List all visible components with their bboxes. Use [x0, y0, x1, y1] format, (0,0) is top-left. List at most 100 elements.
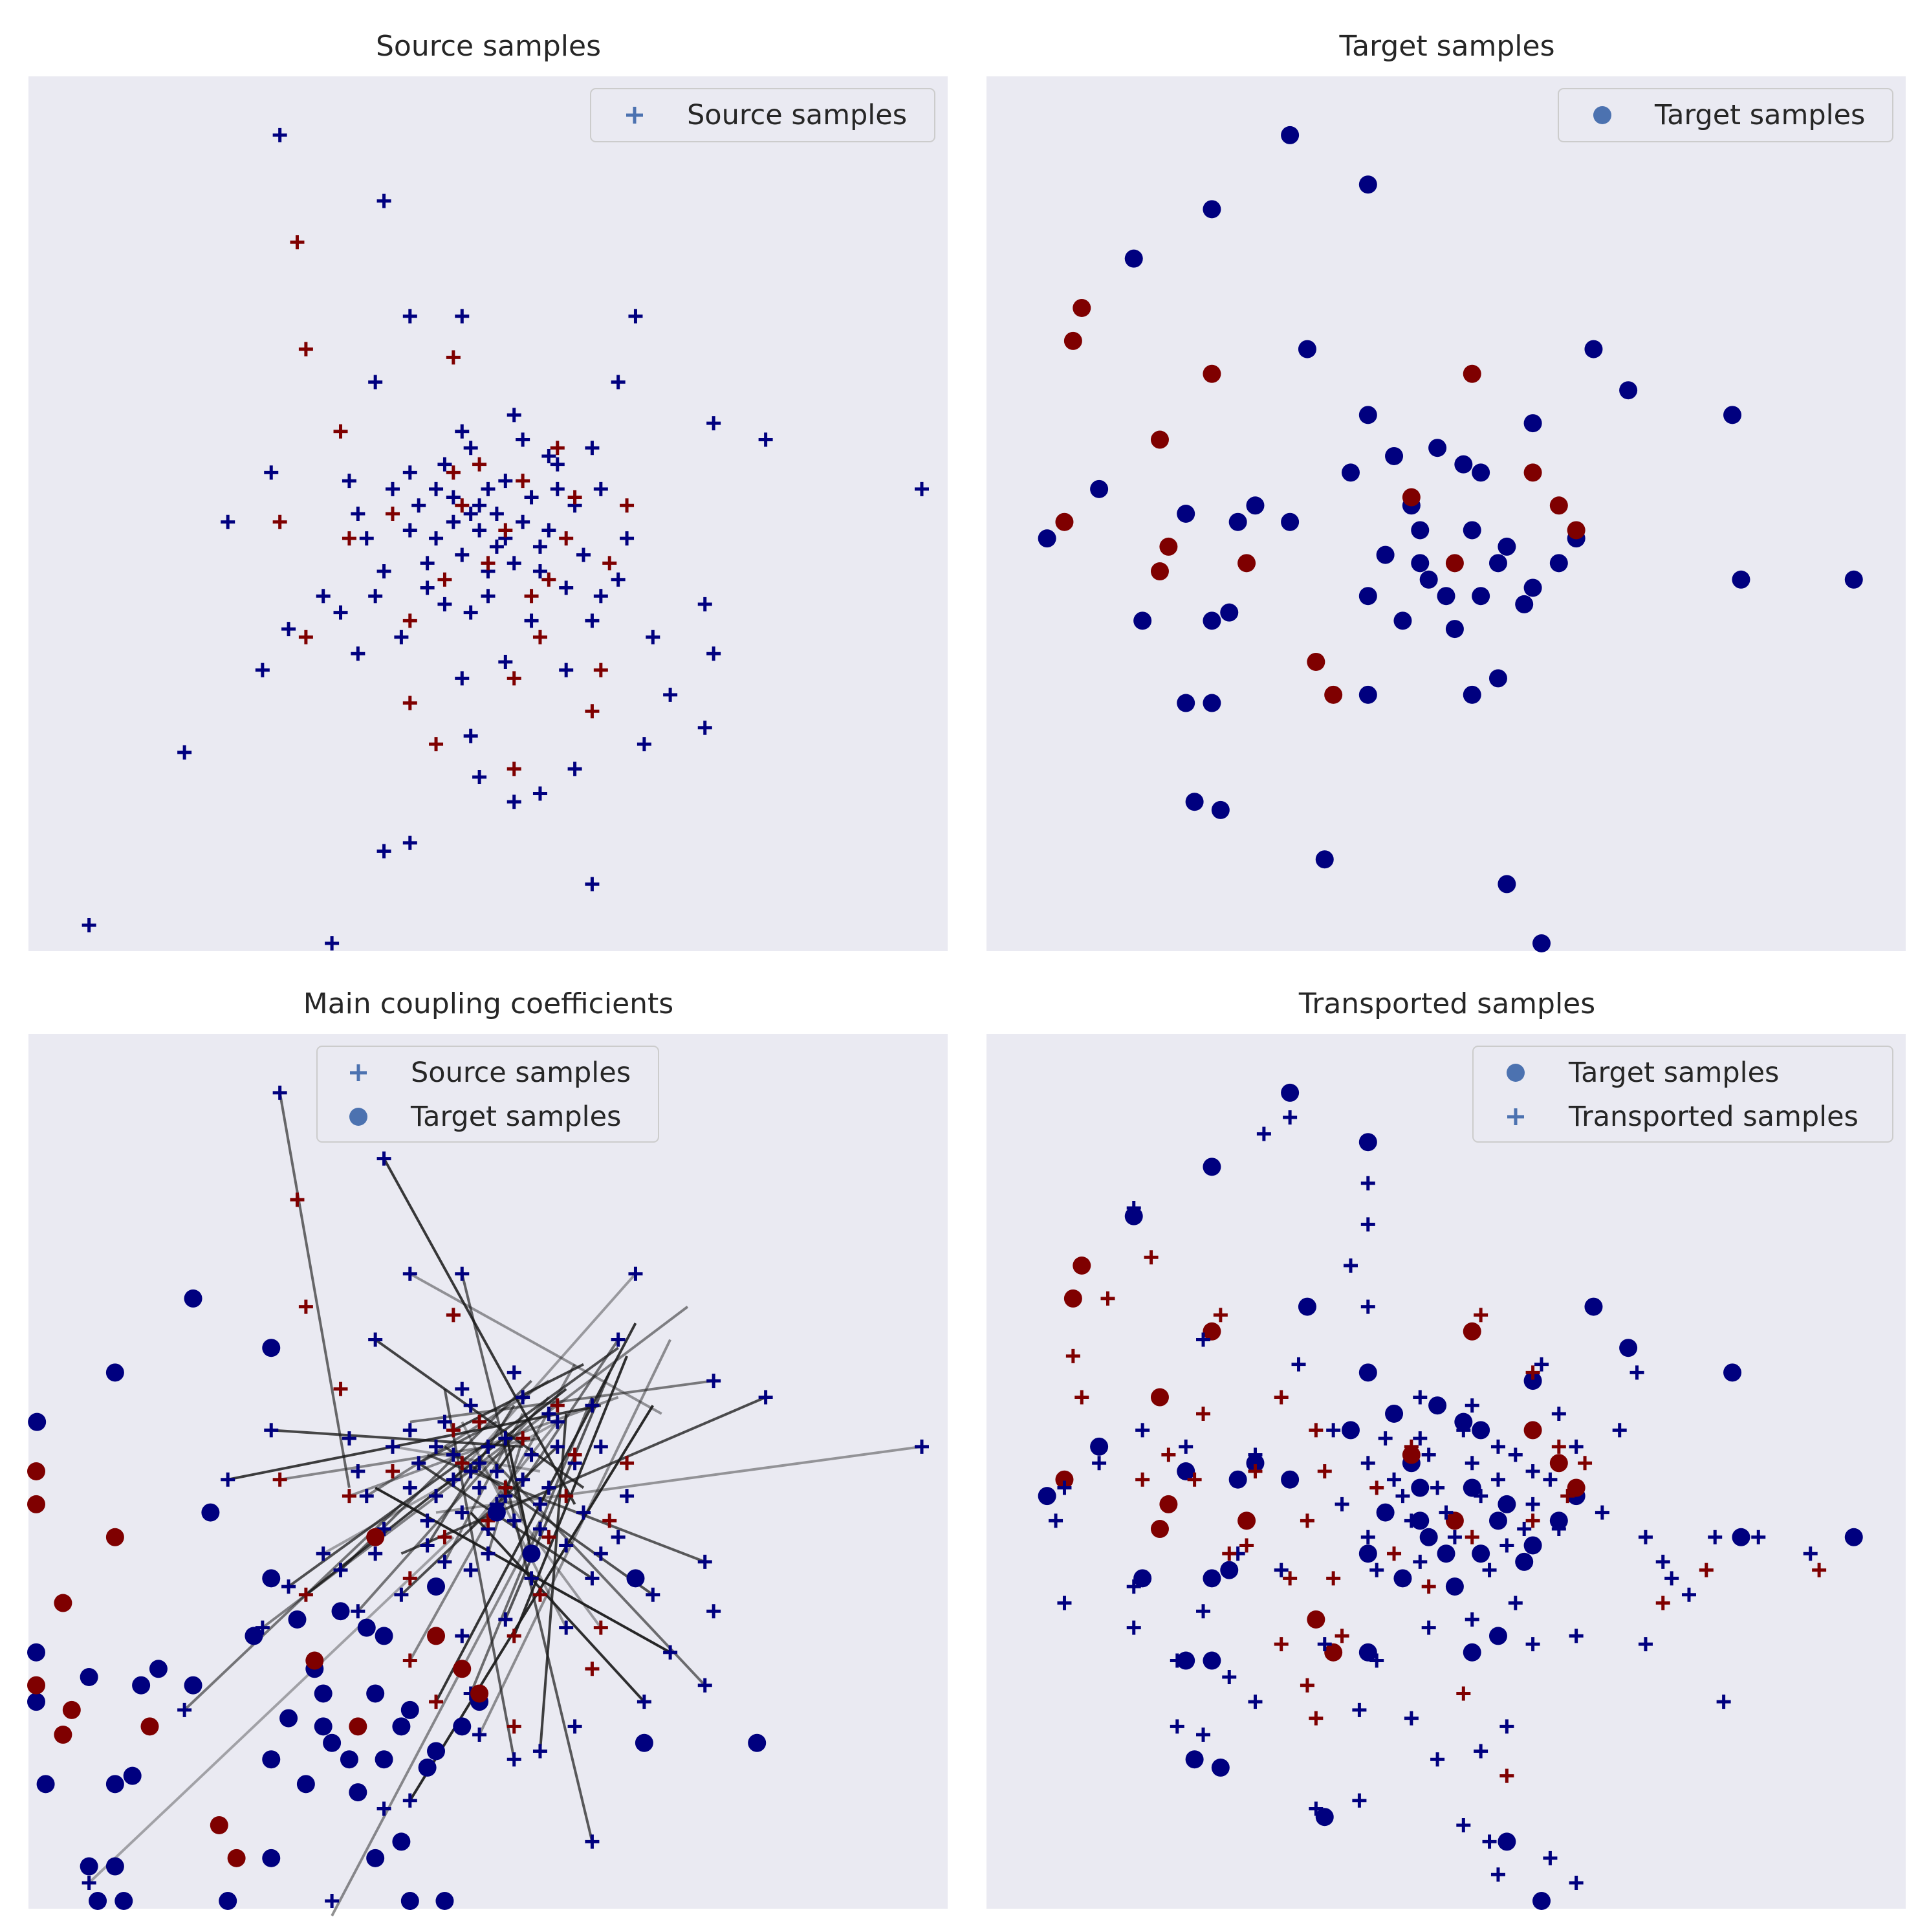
transported-panel-target-red-point-7: [1237, 1511, 1256, 1530]
target-blue-point-35: [1211, 800, 1230, 819]
target-red-point-9: [1324, 685, 1343, 704]
transported-panel-target-red-point-1: [1063, 1289, 1082, 1308]
source-blue-point-20: [532, 564, 547, 579]
legend-box: [1558, 88, 1893, 142]
transported-panel-target-blue-point-26: [1472, 1544, 1490, 1563]
target-blue-point-29: [1177, 694, 1195, 712]
transported-blue-point-72: [1404, 1513, 1419, 1528]
source-blue-point-52: [376, 564, 391, 579]
coupling-line-45: [444, 1445, 654, 1596]
transported-blue-point-58: [1499, 1719, 1514, 1734]
transported-blue-point-47: [1569, 1629, 1584, 1643]
target-red-point-8: [1307, 652, 1325, 671]
transported-panel-target-blue-point-42: [1523, 1536, 1542, 1555]
source-blue-point-83: [359, 531, 374, 546]
source-blue-point-16: [550, 457, 565, 472]
source-blue-point-10: [915, 1439, 929, 1454]
transported-panel-target-blue-point-9: [1523, 1372, 1542, 1390]
source-blue-point-67: [489, 507, 504, 521]
transported-panel-target-blue-point-46: [1732, 1528, 1750, 1546]
source-blue-point-10: [915, 481, 929, 496]
coupling-target-blue-point-18: [366, 1684, 385, 1703]
transported-panel-target-blue-point-19: [1498, 1495, 1516, 1513]
source-blue-point-11: [221, 514, 235, 529]
source-blue-point-40: [567, 762, 582, 776]
transported-panel-target-blue-point-7: [1723, 1363, 1742, 1382]
transported-blue-point-81: [1543, 1472, 1558, 1487]
coupling-line-40: [538, 1413, 568, 1751]
source-blue-point-7: [706, 1374, 721, 1389]
source-blue-point-29: [697, 597, 712, 611]
target-blue-point-48: [1090, 479, 1109, 498]
coupling-line-8: [409, 1405, 654, 1801]
source-blue-point-41: [532, 786, 547, 801]
panel-source: Source samples Source samples: [28, 30, 948, 951]
source-blue-point-42: [402, 835, 417, 850]
source-blue-point-22: [281, 1579, 296, 1594]
transported-panel-target-blue-point-51: [1472, 1421, 1490, 1440]
coupling-target-blue-point-14: [80, 1668, 98, 1686]
coupling-target-blue-point-10: [288, 1610, 307, 1629]
source-red-point-25: [385, 1464, 400, 1478]
transported-panel-target-red-point-14: [1445, 1511, 1464, 1530]
transported-blue-point-65: [1569, 1876, 1584, 1890]
source-blue-point-66: [507, 1513, 521, 1528]
transported-panel-target-blue-point-41: [1488, 1511, 1507, 1530]
transported-blue-point-84: [1413, 1390, 1428, 1405]
source-blue-point-80: [455, 1381, 470, 1396]
target-red-point-2: [1203, 364, 1221, 383]
transported-blue-point-31: [1595, 1505, 1609, 1520]
coupling-target-blue-point-44: [279, 1709, 298, 1728]
source-blue-point-81: [516, 1390, 530, 1405]
source-blue-point-0: [272, 127, 287, 142]
transported-blue-point-37: [1057, 1596, 1072, 1610]
transported-panel-target-blue-point-21: [1038, 1487, 1056, 1506]
source-blue-point-85: [368, 589, 383, 604]
source-red-point-3: [333, 1381, 348, 1396]
panel-transported-marks: [1038, 1083, 1863, 1910]
transported-red-point-31: [1274, 1390, 1289, 1405]
source-red-point-27: [455, 1456, 470, 1471]
source-red-point-24: [620, 1456, 635, 1471]
panel-transported-legend: Target samples Transported samples: [1472, 1046, 1893, 1143]
transported-panel-target-red-point-10: [1523, 1421, 1542, 1440]
source-red-point-4: [550, 1398, 565, 1413]
coupling-target-blue-point-48: [27, 1643, 45, 1662]
transported-red-point-11: [1239, 1538, 1254, 1553]
coupling-target-blue-point-42: [427, 1742, 446, 1761]
coupling-target-blue-point-8: [262, 1569, 281, 1588]
source-red-point-0: [290, 1192, 305, 1207]
source-blue-point-29: [697, 1554, 712, 1569]
transported-blue-point-30: [1551, 1522, 1566, 1537]
source-red-point-17: [498, 523, 513, 538]
transported-panel-target-blue-point-29: [1177, 1651, 1195, 1670]
panel-coupling-legend: Source samples Target samples: [316, 1046, 659, 1143]
transported-blue-point-3: [1360, 1217, 1375, 1232]
transported-panel-target-blue-point-5: [1584, 1297, 1603, 1316]
coupling-line-1: [183, 1503, 402, 1711]
source-blue-point-35: [559, 663, 574, 677]
panel-coupling-title: Main coupling coefficients: [303, 987, 673, 1020]
coupling-target-blue-point-46: [635, 1733, 653, 1752]
source-red-point-5: [272, 1472, 287, 1487]
coupling-target-blue-point-5: [487, 1503, 506, 1522]
coupling-line-22: [409, 1272, 662, 1415]
source-red-point-9: [593, 1620, 608, 1635]
target-red-point-4: [1150, 430, 1169, 449]
source-blue-point-76: [550, 1439, 565, 1454]
source-blue-point-15: [507, 1365, 521, 1380]
source-red-point-20: [559, 1489, 574, 1504]
transported-blue-point-49: [1681, 1587, 1696, 1602]
source-blue-point-37: [463, 729, 478, 743]
source-red-point-11: [429, 737, 444, 752]
coupling-target-red-point-2: [105, 1528, 124, 1546]
coupling-target-red-point-11: [453, 1660, 472, 1678]
panel-coupling-axes: [28, 1034, 948, 1909]
transported-panel-target-blue-point-33: [1488, 1627, 1507, 1645]
transported-blue-point-87: [1326, 1423, 1341, 1438]
transported-blue-point-43: [1421, 1620, 1436, 1635]
transported-red-point-15: [1335, 1629, 1349, 1643]
transported-red-point-8: [1309, 1423, 1324, 1438]
source-blue-point-33: [177, 745, 192, 760]
transported-red-point-10: [1300, 1513, 1314, 1528]
